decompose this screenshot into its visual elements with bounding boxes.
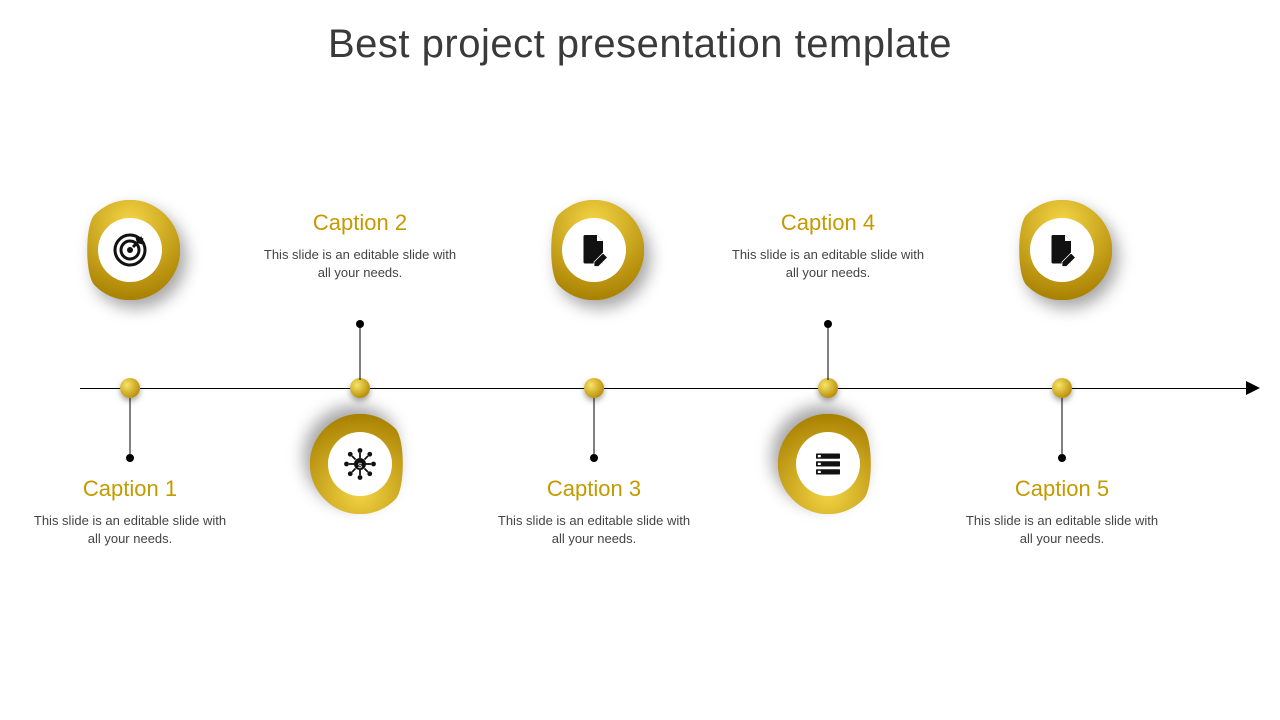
pin-marker [1012, 200, 1112, 300]
step-text: Caption 3 This slide is an editable slid… [494, 476, 694, 548]
timeline-arrowhead [1246, 381, 1260, 395]
step-desc: This slide is an editable slide with all… [962, 512, 1162, 548]
timeline-node-dot [350, 378, 370, 398]
connector-line [130, 398, 131, 454]
target-icon [98, 218, 162, 282]
step-desc: This slide is an editable slide with all… [30, 512, 230, 548]
file-edit-icon [562, 218, 626, 282]
timeline-node-dot [584, 378, 604, 398]
step-caption: Caption 1 [30, 476, 230, 502]
step-desc: This slide is an editable slide with all… [260, 246, 460, 282]
connector-line [594, 398, 595, 454]
step-text: Caption 1 This slide is an editable slid… [30, 476, 230, 548]
connector-line [1062, 398, 1063, 454]
pin-marker [80, 200, 180, 300]
pin-marker [544, 200, 644, 300]
timeline-axis [80, 388, 1250, 389]
timeline-node-dot [1052, 378, 1072, 398]
pin-marker: $ [310, 414, 410, 514]
step-text: Caption 4 This slide is an editable slid… [728, 210, 928, 282]
timeline-node-dot [120, 378, 140, 398]
step-text: Caption 2 This slide is an editable slid… [260, 210, 460, 282]
connector-line [360, 324, 361, 380]
step-desc: This slide is an editable slide with all… [728, 246, 928, 282]
step-caption: Caption 3 [494, 476, 694, 502]
list-stack-icon [796, 432, 860, 496]
connector-end-dot [126, 454, 134, 462]
timeline-node-dot [818, 378, 838, 398]
step-text: Caption 5 This slide is an editable slid… [962, 476, 1162, 548]
connector-end-dot [824, 320, 832, 328]
step-desc: This slide is an editable slide with all… [494, 512, 694, 548]
page-title: Best project presentation template [0, 22, 1280, 67]
pin-marker [778, 414, 878, 514]
step-caption: Caption 4 [728, 210, 928, 236]
step-caption: Caption 5 [962, 476, 1162, 502]
network-icon: $ [328, 432, 392, 496]
file-edit-icon [1030, 218, 1094, 282]
connector-end-dot [356, 320, 364, 328]
connector-line [828, 324, 829, 380]
step-caption: Caption 2 [260, 210, 460, 236]
connector-end-dot [590, 454, 598, 462]
connector-end-dot [1058, 454, 1066, 462]
